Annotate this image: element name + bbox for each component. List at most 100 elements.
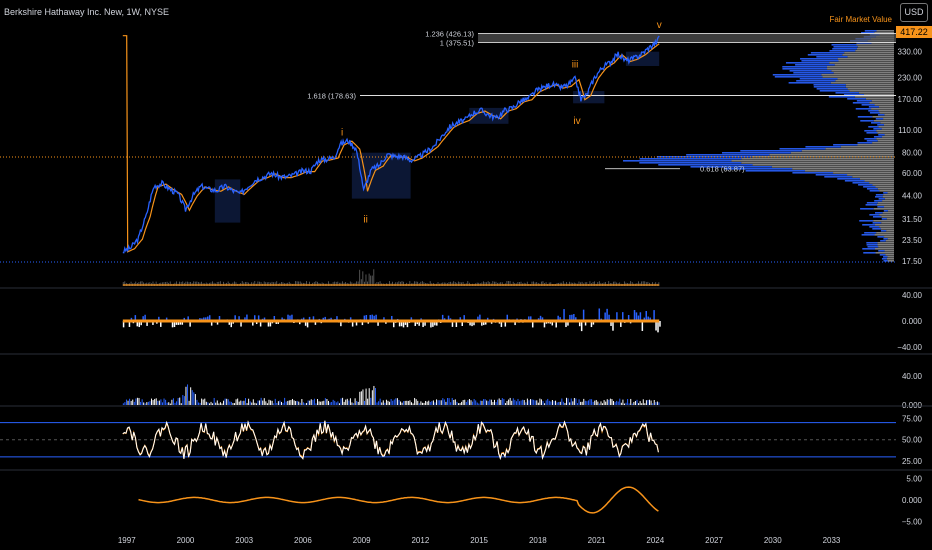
volume-profile-bar: [887, 260, 894, 262]
volume-profile-bar: [878, 134, 885, 136]
volume-bar: [266, 282, 268, 286]
volume-profile-bar: [877, 206, 884, 208]
volume-profile-bar: [837, 78, 894, 80]
histogram-bar: [317, 399, 319, 405]
histogram-bar: [290, 400, 292, 405]
volume-bar: [360, 279, 362, 286]
volume-bar: [495, 281, 497, 286]
fib-level-label: 1.618 (178.63): [307, 91, 356, 100]
volume-bar: [282, 282, 284, 286]
volume-profile-bar: [877, 132, 894, 134]
volume-profile-bar: [873, 220, 894, 222]
volume-bar: [317, 281, 318, 286]
volume-bar: [487, 281, 489, 286]
volume-profile-bar: [857, 144, 894, 146]
histogram-bar: [208, 403, 210, 405]
histogram-bar: [456, 401, 458, 405]
volume-bar: [420, 281, 422, 286]
volume-profile-bar: [845, 84, 894, 86]
histogram-bar: [361, 321, 364, 326]
histogram-bar: [450, 402, 452, 405]
histogram-bar: [504, 321, 507, 327]
volume-bar: [400, 281, 401, 286]
volume-bar: [213, 282, 215, 286]
price-axis-tick: 330.00: [898, 48, 923, 57]
histogram-bar: [387, 400, 389, 405]
volume-bar: [457, 281, 459, 286]
histogram-bar: [650, 400, 652, 405]
histogram-bar: [331, 401, 333, 405]
indicator-axis-tick: 0.000: [902, 317, 923, 326]
histogram-bar: [550, 401, 552, 405]
volume-bar: [367, 281, 368, 286]
histogram-bar: [539, 398, 541, 405]
volume-profile-bar: [869, 102, 894, 104]
volume-bar: [442, 282, 444, 286]
volume-profile-bar: [864, 180, 894, 182]
histogram-bar: [437, 400, 439, 405]
histogram-bar: [404, 400, 406, 405]
histogram-bar: [308, 316, 311, 321]
volume-profile-bar: [833, 46, 858, 48]
histogram-bar: [472, 401, 474, 405]
histogram-bar: [219, 402, 221, 405]
volume-bar: [509, 281, 511, 286]
volume-bar: [223, 281, 224, 286]
volume-profile-bar: [873, 136, 882, 138]
volume-profile-bar: [864, 232, 877, 234]
volume-profile-bar: [869, 182, 894, 184]
volume-profile-bar: [883, 210, 888, 212]
volume-profile-bar: [866, 132, 878, 134]
histogram-bar: [506, 314, 509, 321]
histogram-bar: [345, 399, 347, 405]
volume-profile-bar: [790, 152, 894, 154]
volume-bar: [299, 281, 301, 286]
histogram-bar: [522, 399, 524, 405]
histogram-bar: [221, 403, 223, 405]
volume-bar: [569, 281, 570, 286]
histogram-bar: [175, 321, 178, 325]
histogram-bar: [291, 314, 293, 321]
histogram-bar: [351, 402, 353, 405]
volume-profile-bar: [883, 194, 894, 196]
volume-bar: [523, 282, 525, 286]
volume-profile-bar: [877, 236, 885, 238]
volume-profile-bar: [877, 188, 894, 190]
histogram-bar: [166, 402, 168, 405]
currency-button[interactable]: USD: [900, 3, 928, 22]
volume-bar: [182, 281, 184, 286]
histogram-bar: [306, 402, 308, 405]
histogram-bar: [584, 400, 586, 405]
histogram-bar: [338, 403, 340, 405]
x-axis-tick: 2015: [470, 536, 488, 545]
histogram-bar: [501, 398, 503, 405]
histogram-bar: [403, 401, 405, 405]
volume-profile-bar: [863, 94, 894, 96]
volume-profile-bar: [875, 212, 883, 214]
histogram-bar: [260, 397, 262, 405]
indicator-axis-tick: 25.00: [902, 457, 923, 466]
volume-bar: [152, 281, 154, 286]
volume-bar: [403, 281, 404, 286]
histogram-bar: [144, 403, 146, 405]
histogram-bar: [415, 399, 417, 405]
histogram-bar: [313, 398, 315, 405]
volume-profile-bar: [856, 48, 894, 50]
volume-bar: [274, 282, 276, 286]
x-axis-tick: 2012: [411, 536, 429, 545]
volume-bar: [188, 282, 190, 286]
histogram-bar: [392, 321, 395, 328]
volume-bar: [232, 282, 234, 286]
histogram-bar: [616, 312, 618, 321]
histogram-bar: [398, 399, 400, 405]
histogram-bar: [614, 402, 616, 405]
volume-profile-bar: [859, 220, 874, 222]
volume-bar: [295, 281, 296, 286]
histogram-bar: [430, 321, 432, 328]
volume-bar: [398, 281, 400, 286]
volume-profile-bar: [871, 122, 881, 124]
volume-profile-bar: [845, 86, 894, 88]
histogram-bar: [288, 400, 290, 405]
histogram-bar: [287, 314, 289, 321]
